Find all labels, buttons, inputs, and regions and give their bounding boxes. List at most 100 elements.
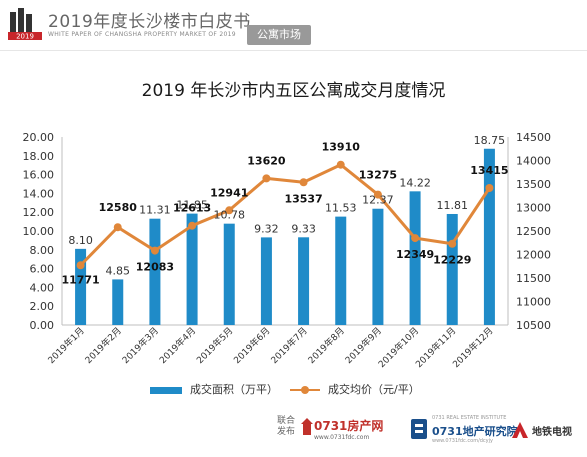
x-tick-label: 2019年9月 <box>343 325 384 366</box>
right-tick-label: 14500 <box>516 131 551 144</box>
line-point <box>225 206 234 215</box>
line-data-label: 12613 <box>173 202 211 215</box>
line-point <box>299 178 308 187</box>
bar-data-label: 9.33 <box>291 222 316 235</box>
left-tick-label: 6.00 <box>30 263 55 276</box>
line-data-label: 13910 <box>322 141 361 154</box>
line-data-label: 13415 <box>470 164 508 177</box>
line-point <box>336 160 345 169</box>
bar-area <box>186 213 198 325</box>
bar-area <box>335 216 347 325</box>
legend-line-swatch-icon <box>290 386 320 394</box>
house-logo-icon <box>301 418 313 435</box>
logo-metro-tv-name: 地铁电视 <box>532 427 572 438</box>
bar-area <box>223 223 235 325</box>
report-title: 2019年度长沙楼市白皮书 <box>48 12 251 32</box>
bar-area <box>483 148 495 325</box>
line-avg-price <box>79 163 491 267</box>
bar-area <box>372 208 384 325</box>
header-divider <box>0 50 587 51</box>
right-tick-label: 14000 <box>516 155 551 168</box>
x-tick-label: 2019年5月 <box>194 325 235 366</box>
logo-year: 2019 <box>16 33 34 41</box>
report-footer <box>0 412 587 457</box>
right-tick-label: 13000 <box>516 202 551 215</box>
co-publish-label: 联合发布 <box>277 416 296 437</box>
line-data-label: 13275 <box>359 169 397 182</box>
line-point <box>113 223 122 232</box>
legend-label-price: 成交均价（元/平） <box>328 383 420 396</box>
line-point <box>188 221 197 230</box>
bar-data-label: 11.85 <box>176 199 208 212</box>
bar-data-label: 14.22 <box>399 176 431 189</box>
x-tick-label: 2019年4月 <box>157 325 198 366</box>
bar-area <box>409 191 421 325</box>
line-data-label: 12083 <box>136 261 174 274</box>
logo-institute-name: 0731地产研究院 <box>432 425 518 438</box>
logo-0731fdc-name: 0731房产网 <box>314 419 384 433</box>
chart-title: 2019 年长沙市内五区公寓成交月度情况 <box>141 81 446 101</box>
bar-area <box>75 248 87 325</box>
left-tick-label: 8.00 <box>30 244 55 257</box>
bar-area <box>260 237 272 325</box>
logo-0731fdc-url: www.0731fdc.com <box>314 434 370 441</box>
legend-bar-swatch-icon <box>150 386 182 394</box>
line-point <box>411 234 420 243</box>
x-tick-label: 2019年6月 <box>231 325 272 366</box>
bar-data-label: 10.78 <box>214 209 246 222</box>
institute-logo-icon <box>411 419 427 439</box>
left-tick-label: 2.00 <box>30 300 55 313</box>
right-tick-label: 12000 <box>516 249 551 262</box>
bar-area <box>149 218 161 325</box>
logo-institute-url: www.0731fdc.com/dcyjy <box>432 438 493 444</box>
line-data-label: 11771 <box>61 273 99 286</box>
left-tick-label: 0.00 <box>30 319 55 332</box>
left-tick-label: 18.00 <box>23 150 55 163</box>
bar-area <box>446 213 458 325</box>
line-point <box>448 239 457 248</box>
legend-label-area: 成交面积（万平） <box>190 383 278 396</box>
building-logo-icon: 2019 <box>8 8 42 41</box>
right-tick-label: 10500 <box>516 319 551 332</box>
x-tick-label: 2019年12月 <box>450 325 496 371</box>
right-tick-label: 11000 <box>516 296 551 309</box>
line-data-label: 13537 <box>284 192 322 205</box>
line-data-label: 12349 <box>396 248 434 261</box>
line-data-label: 12580 <box>99 201 138 214</box>
line-point <box>150 246 159 255</box>
left-tick-label: 12.00 <box>23 206 55 219</box>
bar-area <box>298 237 310 325</box>
bar-data-label: 12.37 <box>362 194 394 207</box>
report-header: 2019 2019年度长沙楼市白皮书 WHITE PAPER OF CHANGS… <box>0 0 587 50</box>
line-data-label: 12941 <box>210 186 248 199</box>
line-point <box>76 261 85 270</box>
line-point <box>262 174 271 183</box>
x-tick-label: 2019年8月 <box>305 325 346 366</box>
left-tick-label: 10.00 <box>23 225 55 238</box>
left-tick-label: 20.00 <box>23 131 55 144</box>
bar-data-label: 11.31 <box>139 204 171 217</box>
x-tick-label: 2019年2月 <box>82 325 123 366</box>
line-data-label: 12229 <box>433 254 471 267</box>
section-tag: 公寓市场 <box>247 25 311 45</box>
chart-legend: 成交面积（万平） 成交均价（元/平） <box>0 381 587 399</box>
bar-data-label: 9.32 <box>254 222 279 235</box>
bar-area <box>112 279 124 325</box>
bar-data-label: 11.53 <box>325 202 357 215</box>
metro-tv-logo-icon <box>512 422 528 438</box>
bar-data-label: 8.10 <box>68 234 93 247</box>
bar-data-label: 18.75 <box>474 134 506 147</box>
logo-institute-english: 0731 REAL ESTATE INSTITUTE <box>432 415 507 421</box>
right-tick-label: 13500 <box>516 178 551 191</box>
left-tick-label: 4.00 <box>30 281 55 294</box>
line-point <box>485 183 494 192</box>
bar-data-label: 4.85 <box>106 264 131 277</box>
legend-item-area: 成交面积（万平） <box>150 381 278 399</box>
bar-data-label: 11.81 <box>437 199 469 212</box>
right-tick-label: 12500 <box>516 225 551 238</box>
x-tick-label: 2019年7月 <box>268 325 309 366</box>
legend-item-price: 成交均价（元/平） <box>290 381 420 399</box>
report-subtitle: WHITE PAPER OF CHANGSHA PROPERTY MARKET … <box>48 31 236 38</box>
line-point <box>373 190 382 199</box>
